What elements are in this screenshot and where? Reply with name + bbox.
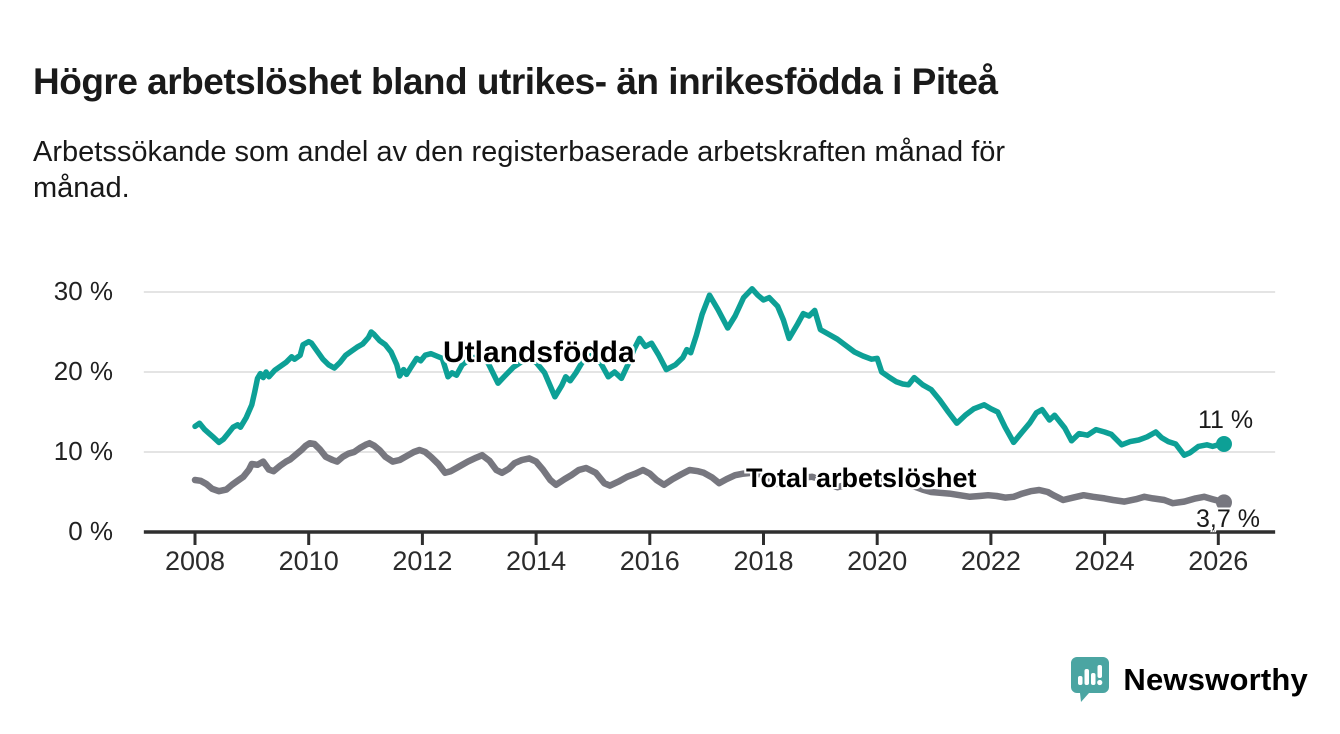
x-axis-label-2018: 2018 — [733, 546, 794, 576]
y-axis-label-0: 0 % — [68, 516, 113, 546]
x-axis-label-2022: 2022 — [960, 546, 1021, 576]
series-line-utlandsfodda — [192, 286, 1227, 458]
chart-subtitle: Arbetssökande som andel av den registerb… — [33, 134, 1273, 206]
end-value-label-total: 3,7 % — [1196, 505, 1260, 533]
x-axis-label-2024: 2024 — [1074, 546, 1135, 576]
newsworthy-wordmark: Newsworthy — [1123, 662, 1308, 697]
x-axis-label-2016: 2016 — [619, 546, 680, 576]
x-axis-label-2010: 2010 — [278, 546, 339, 576]
y-axis-label-20: 20 % — [53, 356, 113, 386]
series-label-total-arbetsloshet: Total arbetslöshet — [746, 463, 977, 493]
y-axis-label-10: 10 % — [53, 436, 113, 466]
subtitle-line-2: månad. — [33, 172, 130, 204]
series-end-dot-utlandsfodda — [1215, 436, 1232, 452]
x-axis-label-2020: 2020 — [847, 546, 908, 576]
end-value-label-utlandsfodda: 11 % — [1198, 406, 1254, 434]
newsworthy-branding: Newsworthy — [1070, 655, 1308, 705]
page-title: Högre arbetslöshet bland utrikes- än inr… — [33, 60, 998, 102]
x-axis-label-2026: 2026 — [1188, 546, 1249, 576]
newsworthy-logo-icon — [1071, 657, 1110, 702]
x-axis-label-2008: 2008 — [164, 546, 226, 576]
series-label-utlandsfodda: Utlandsfödda — [443, 336, 635, 369]
x-axis-label-2014: 2014 — [506, 546, 567, 576]
x-axis-label-2012: 2012 — [392, 546, 453, 576]
y-axis-label-30: 30 % — [53, 276, 113, 306]
series-end-dot-total — [1215, 494, 1232, 511]
subtitle-line-1: Arbetssökande som andel av den registerb… — [33, 136, 1006, 168]
series-line-total — [191, 439, 1228, 507]
